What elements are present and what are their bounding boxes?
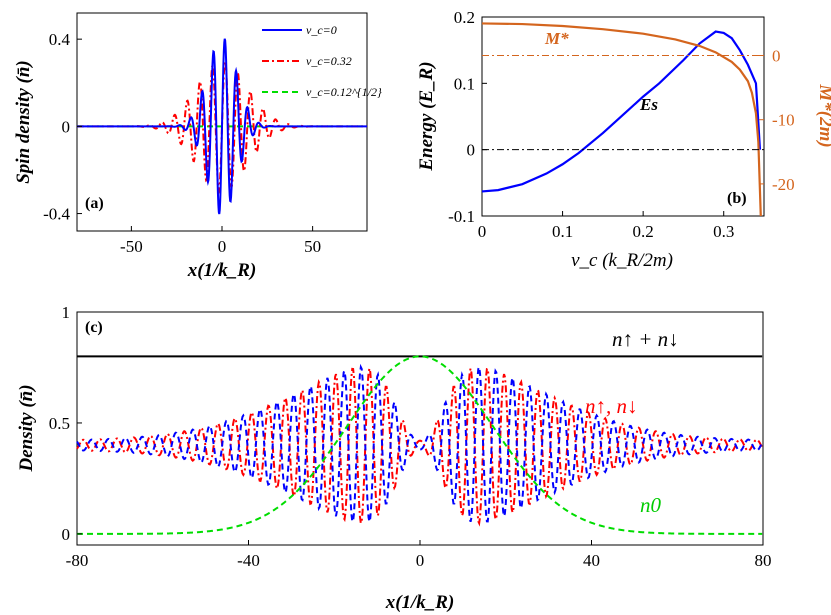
- legend-label-vc032: v_c=0.32: [306, 54, 352, 68]
- xtick-label: -50: [120, 237, 143, 256]
- xtick-label: -80: [66, 551, 89, 570]
- xtick-label: 0: [416, 551, 425, 570]
- xtick-label: 50: [304, 237, 321, 256]
- xtick-label: 80: [755, 551, 772, 570]
- energy-curve: [481, 30, 762, 193]
- density-curve: [77, 355, 763, 535]
- ytick-label: 0: [467, 141, 476, 160]
- annotation-nup-ndown: n↑, n↓: [585, 394, 638, 418]
- ytick-label: -20: [772, 175, 795, 194]
- ytick-label: 0.1: [454, 74, 475, 93]
- panel-b-yticks: -0.1 0 0.1 0.2: [448, 8, 487, 226]
- panel-b-ylabel: Energy (E_R): [416, 61, 437, 171]
- legend-label-vc0: v_c=0: [306, 23, 337, 37]
- panel-b-ylabel-right: M*(2m): [815, 83, 831, 147]
- annotation-es: Es: [639, 95, 658, 114]
- legend-label-vc012: v_c=0.12^{1/2}: [306, 85, 382, 99]
- panel-a-curves: [77, 38, 367, 215]
- xtick-label: 0.3: [713, 222, 734, 241]
- panel-a-xlabel: x(1/k_R): [187, 260, 257, 281]
- ytick-label: 0.4: [49, 30, 71, 49]
- panel-c-curves: [76, 355, 764, 535]
- panel-b-yticks-right: 0 -10 -20: [759, 47, 795, 194]
- panel-a-label: (a): [85, 195, 104, 212]
- ytick-label: 0: [62, 117, 71, 136]
- xtick-label: 0.2: [633, 222, 654, 241]
- panel-c-ylabel: Density (n̄): [16, 384, 37, 472]
- energy-curve: [481, 22, 762, 217]
- panel-c-xlabel: x(1/k_R): [385, 592, 455, 613]
- ytick-label: 0.5: [49, 414, 70, 433]
- panel-a-ylabel: Spin density (n̄): [13, 60, 34, 184]
- panel-a-legend: v_c=0 v_c=0.32 v_c=0.12^{1/2}: [262, 23, 382, 99]
- density-curve: [76, 363, 764, 523]
- ytick-label: 0: [62, 525, 71, 544]
- xtick-label: -40: [237, 551, 260, 570]
- panel-b-curves: [481, 22, 764, 217]
- panel-c-label: (c): [85, 319, 103, 336]
- panel-b-label: (b): [727, 190, 747, 207]
- ytick-label: 1: [62, 303, 71, 322]
- annotation-nsum: n↑ + n↓: [612, 327, 679, 351]
- panel-c-yticks: 00.51: [49, 303, 82, 544]
- panel-c: -80 -40 0 40 80 00.51 (c) n↑ + n↓ n↑, n↓ n0 …: [16, 303, 772, 613]
- ytick-label: 0.2: [454, 8, 475, 27]
- panel-b-axes: [481, 16, 765, 217]
- ytick-label: -0.1: [448, 207, 475, 226]
- panel-b: 0 0.1 0.2 0.3 -0.100.10.2 0-10-20 (b) M* Es…: [416, 8, 831, 271]
- ytick-label: -0.4: [43, 205, 70, 224]
- xtick-label: 0: [218, 237, 227, 256]
- annotation-n0: n0: [640, 493, 662, 517]
- panel-b-xticks: 0 0.1 0.2 0.3: [478, 211, 734, 241]
- xtick-label: 0: [478, 222, 487, 241]
- spin-density-curve: [77, 38, 367, 215]
- panel-c-xticks: -80 -40 0 40 80: [66, 540, 772, 570]
- panel-b-xlabel: v_c (k_R/2m): [571, 250, 673, 271]
- panel-a-xticks: -50 0 50: [120, 226, 321, 256]
- panel-a: -50 0 50 -0.4 0 0.4 (a) v_c=0 v_c=0.32 v_c=0…: [13, 12, 382, 281]
- annotation-mstar: M*: [544, 29, 569, 48]
- density-curve: [76, 367, 764, 527]
- ytick-label: 0: [772, 47, 781, 66]
- xtick-label: 40: [583, 551, 600, 570]
- panel-a-yticks: -0.4 0 0.4: [43, 30, 82, 224]
- xtick-label: 0.1: [552, 222, 573, 241]
- ytick-label: -10: [772, 111, 795, 130]
